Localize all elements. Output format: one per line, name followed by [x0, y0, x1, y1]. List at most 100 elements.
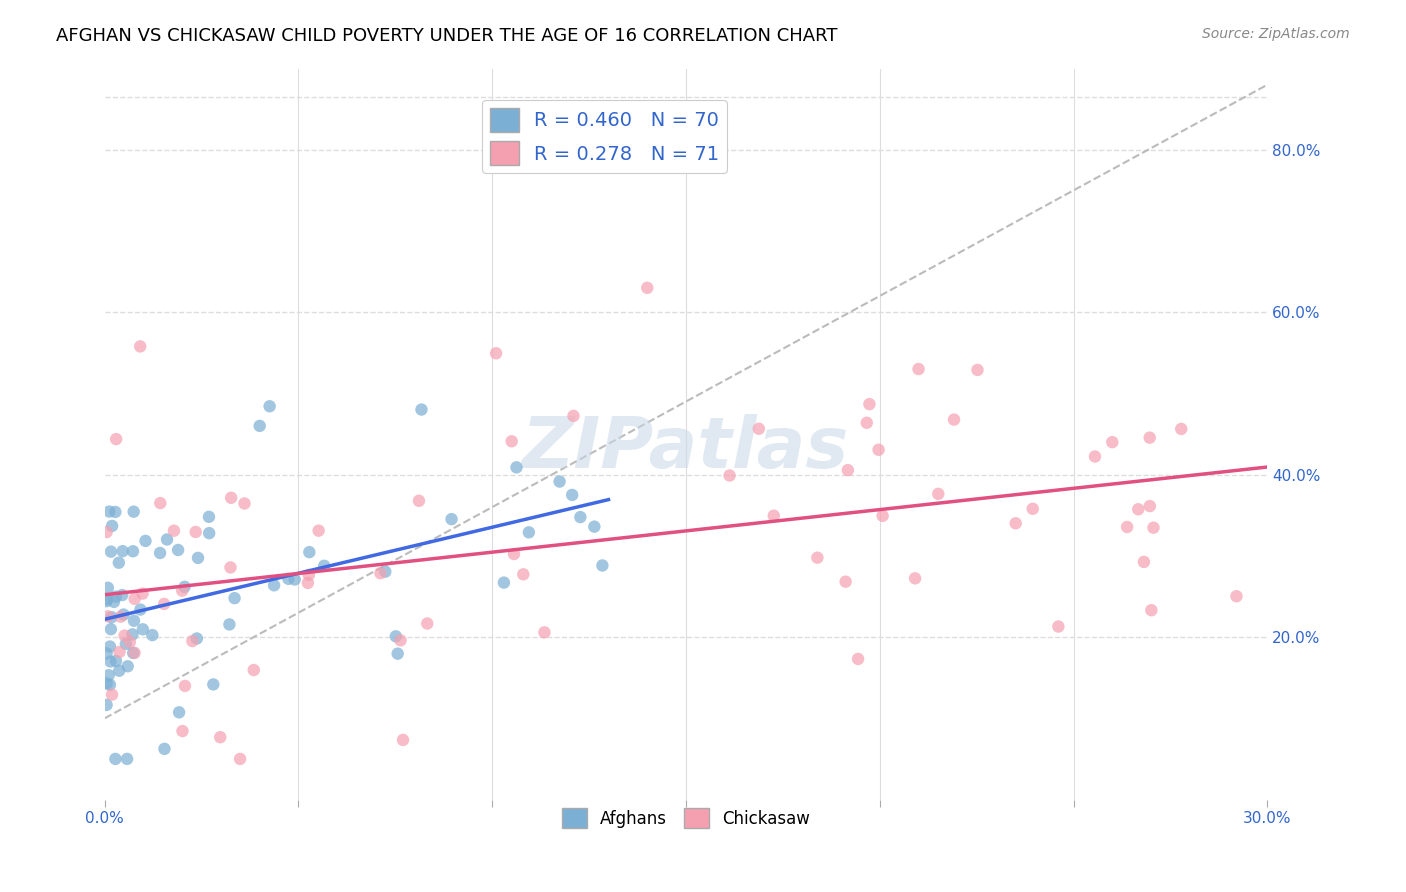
- Point: [485, 346, 508, 360]
- Point: [100, 544, 122, 558]
- Point: [416, 616, 439, 631]
- Point: [117, 659, 139, 673]
- Point: [108, 645, 131, 659]
- Point: [249, 418, 271, 433]
- Point: [834, 574, 856, 589]
- Point: [298, 545, 321, 559]
- Point: [98, 504, 121, 518]
- Point: [96, 646, 118, 660]
- Point: [115, 637, 138, 651]
- Point: [503, 547, 526, 561]
- Point: [163, 524, 186, 538]
- Point: [105, 432, 128, 446]
- Point: [1139, 499, 1161, 513]
- Text: Source: ZipAtlas.com: Source: ZipAtlas.com: [1202, 27, 1350, 41]
- Point: [172, 724, 194, 739]
- Point: [209, 730, 232, 744]
- Point: [98, 640, 121, 654]
- Point: [583, 519, 606, 533]
- Point: [202, 677, 225, 691]
- Point: [108, 556, 131, 570]
- Point: [104, 654, 127, 668]
- Point: [229, 752, 252, 766]
- Point: [308, 524, 330, 538]
- Point: [153, 742, 176, 756]
- Point: [389, 633, 412, 648]
- Point: [440, 512, 463, 526]
- Point: [1101, 435, 1123, 450]
- Point: [198, 526, 221, 541]
- Point: [153, 597, 176, 611]
- Point: [1142, 521, 1164, 535]
- Point: [149, 546, 172, 560]
- Point: [167, 706, 190, 720]
- Point: [927, 487, 949, 501]
- Text: ZIPatlas: ZIPatlas: [522, 414, 849, 483]
- Point: [385, 629, 408, 643]
- Point: [297, 575, 319, 590]
- Point: [108, 664, 131, 678]
- Point: [1170, 422, 1192, 436]
- Point: [219, 560, 242, 574]
- Point: [101, 519, 124, 533]
- Point: [131, 586, 153, 600]
- Point: [636, 281, 658, 295]
- Point: [184, 524, 207, 539]
- Point: [172, 583, 194, 598]
- Point: [512, 567, 534, 582]
- Point: [132, 623, 155, 637]
- Point: [1225, 589, 1247, 603]
- Point: [872, 508, 894, 523]
- Point: [118, 635, 141, 649]
- Point: [110, 609, 132, 624]
- Point: [837, 463, 859, 477]
- Point: [96, 676, 118, 690]
- Point: [114, 629, 136, 643]
- Point: [104, 505, 127, 519]
- Point: [122, 544, 145, 558]
- Point: [855, 416, 877, 430]
- Point: [561, 488, 583, 502]
- Point: [100, 622, 122, 636]
- Point: [505, 460, 527, 475]
- Point: [198, 509, 221, 524]
- Point: [124, 646, 146, 660]
- Point: [96, 592, 118, 607]
- Point: [392, 732, 415, 747]
- Point: [868, 442, 890, 457]
- Point: [718, 468, 741, 483]
- Text: AFGHAN VS CHICKASAW CHILD POVERTY UNDER THE AGE OF 16 CORRELATION CHART: AFGHAN VS CHICKASAW CHILD POVERTY UNDER …: [56, 27, 838, 45]
- Point: [233, 496, 256, 510]
- Legend: Afghans, Chickasaw: Afghans, Chickasaw: [555, 801, 817, 835]
- Point: [907, 362, 929, 376]
- Point: [370, 566, 392, 581]
- Point: [387, 647, 409, 661]
- Point: [943, 412, 966, 426]
- Point: [1084, 450, 1107, 464]
- Point: [284, 573, 307, 587]
- Point: [1140, 603, 1163, 617]
- Point: [966, 363, 988, 377]
- Point: [762, 508, 785, 523]
- Point: [408, 493, 430, 508]
- Point: [517, 525, 540, 540]
- Point: [97, 581, 120, 595]
- Point: [104, 590, 127, 604]
- Point: [111, 544, 134, 558]
- Point: [243, 663, 266, 677]
- Point: [263, 578, 285, 592]
- Point: [149, 496, 172, 510]
- Point: [748, 422, 770, 436]
- Point: [314, 558, 336, 573]
- Point: [1116, 520, 1139, 534]
- Point: [122, 646, 145, 660]
- Point: [167, 543, 190, 558]
- Point: [96, 594, 118, 608]
- Point: [218, 617, 240, 632]
- Point: [186, 632, 208, 646]
- Point: [1139, 431, 1161, 445]
- Point: [100, 610, 122, 624]
- Point: [104, 752, 127, 766]
- Point: [112, 607, 135, 622]
- Point: [141, 628, 163, 642]
